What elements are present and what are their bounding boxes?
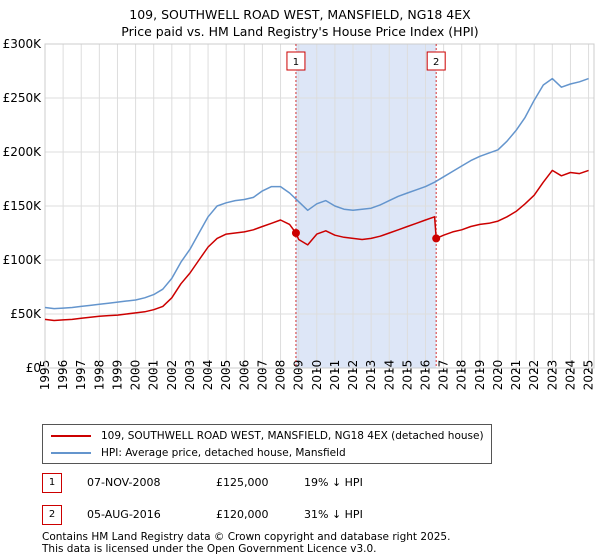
y-tick-label: £300K (3, 37, 43, 51)
x-tick-label: 1999 (110, 360, 124, 391)
sale-price: £125,000 (216, 476, 269, 489)
y-tick-label: £0 (26, 361, 41, 375)
title-line-1: 109, SOUTHWELL ROAD WEST, MANSFIELD, NG1… (129, 7, 471, 22)
sale-marker-box-1 (286, 51, 306, 71)
legend: 109, SOUTHWELL ROAD WEST, MANSFIELD, NG1… (42, 424, 492, 464)
x-tick-label: 2005 (219, 360, 233, 391)
legend-label-property: 109, SOUTHWELL ROAD WEST, MANSFIELD, NG1… (101, 430, 484, 442)
x-tick-label: 2001 (147, 360, 161, 391)
sale-marker-label-1: 1 (293, 57, 299, 68)
sale-point-2 (432, 234, 441, 243)
x-tick-label: 2017 (437, 360, 451, 391)
legend-swatch-hpi (51, 452, 91, 454)
sale-date: 07-NOV-2008 (87, 476, 161, 489)
y-tick-label: £50K (10, 307, 42, 321)
x-tick-label: 1997 (74, 360, 88, 391)
x-tick-label: 2004 (201, 360, 215, 391)
x-tick-label: 2021 (509, 360, 523, 391)
x-tick-label: 2011 (328, 360, 342, 391)
x-tick-label: 2020 (491, 360, 505, 391)
x-tick-label: 1996 (56, 360, 70, 391)
title-line-2: Price paid vs. HM Land Registry's House … (121, 24, 479, 39)
sale-marker-label-2: 2 (433, 57, 439, 68)
x-tick-label: 2009 (292, 360, 306, 391)
sale-price: £120,000 (216, 508, 269, 521)
legend-entry-property: 109, SOUTHWELL ROAD WEST, MANSFIELD, NG1… (51, 427, 484, 445)
sale-hpi-diff: 19% ↓ HPI (304, 476, 363, 489)
plot-frame (44, 43, 595, 369)
x-tick-label: 2002 (165, 360, 179, 391)
y-tick-label: £100K (3, 253, 43, 267)
sale-hpi-diff: 31% ↓ HPI (304, 508, 363, 521)
x-tick-label: 2013 (364, 360, 378, 391)
x-tick-label: 1998 (92, 360, 106, 391)
x-tick-label: 2012 (346, 360, 360, 391)
x-tick-label: 2000 (129, 360, 143, 391)
x-tick-label: 2006 (237, 360, 251, 391)
y-tick-label: £200K (3, 145, 43, 159)
price-chart: £0 £50K £100K £150K £200K £250K £300K 1995 1996 1… (3, 37, 596, 391)
sale-point-1 (291, 229, 300, 237)
y-tick-label: £150K (3, 199, 43, 213)
sale-marker-box-2 (426, 51, 446, 71)
x-tick-label: 2025 (582, 360, 596, 391)
x-tick-label: 2016 (418, 360, 432, 391)
footer-line-2: This data is licensed under the Open Gov… (42, 543, 377, 555)
x-tick-label: 2024 (563, 360, 577, 391)
property-price-line (44, 169, 589, 322)
sale-date: 05-AUG-2016 (87, 508, 161, 521)
footer: Contains HM Land Registry data © Crown c… (42, 531, 592, 555)
x-tick-label: 2008 (274, 360, 288, 391)
x-tick-label: 2003 (183, 360, 197, 391)
hpi-line (44, 77, 589, 310)
x-tick-label: 2018 (455, 360, 469, 391)
x-tick-label: 2023 (545, 360, 559, 391)
legend-entry-hpi: HPI: Average price, detached house, Mans… (51, 444, 346, 462)
y-tick-label: £250K (3, 91, 43, 105)
legend-label-hpi: HPI: Average price, detached house, Mans… (101, 447, 346, 459)
sale-badge-2: 2 (42, 505, 62, 525)
footer-line-1: Contains HM Land Registry data © Crown c… (42, 531, 451, 543)
x-tick-label: 2019 (473, 360, 487, 391)
x-tick-label: 1995 (38, 360, 52, 391)
chart-title: 109, SOUTHWELL ROAD WEST, MANSFIELD, NG1… (0, 6, 600, 40)
x-tick-label: 2014 (382, 360, 396, 391)
x-tick-label: 2010 (310, 360, 324, 391)
x-tick-label: 2007 (255, 360, 269, 391)
x-tick-label: 2022 (527, 360, 541, 391)
x-tick-label: 2015 (400, 360, 414, 391)
sale-badge-1: 1 (42, 473, 62, 493)
legend-swatch-property (51, 435, 91, 437)
